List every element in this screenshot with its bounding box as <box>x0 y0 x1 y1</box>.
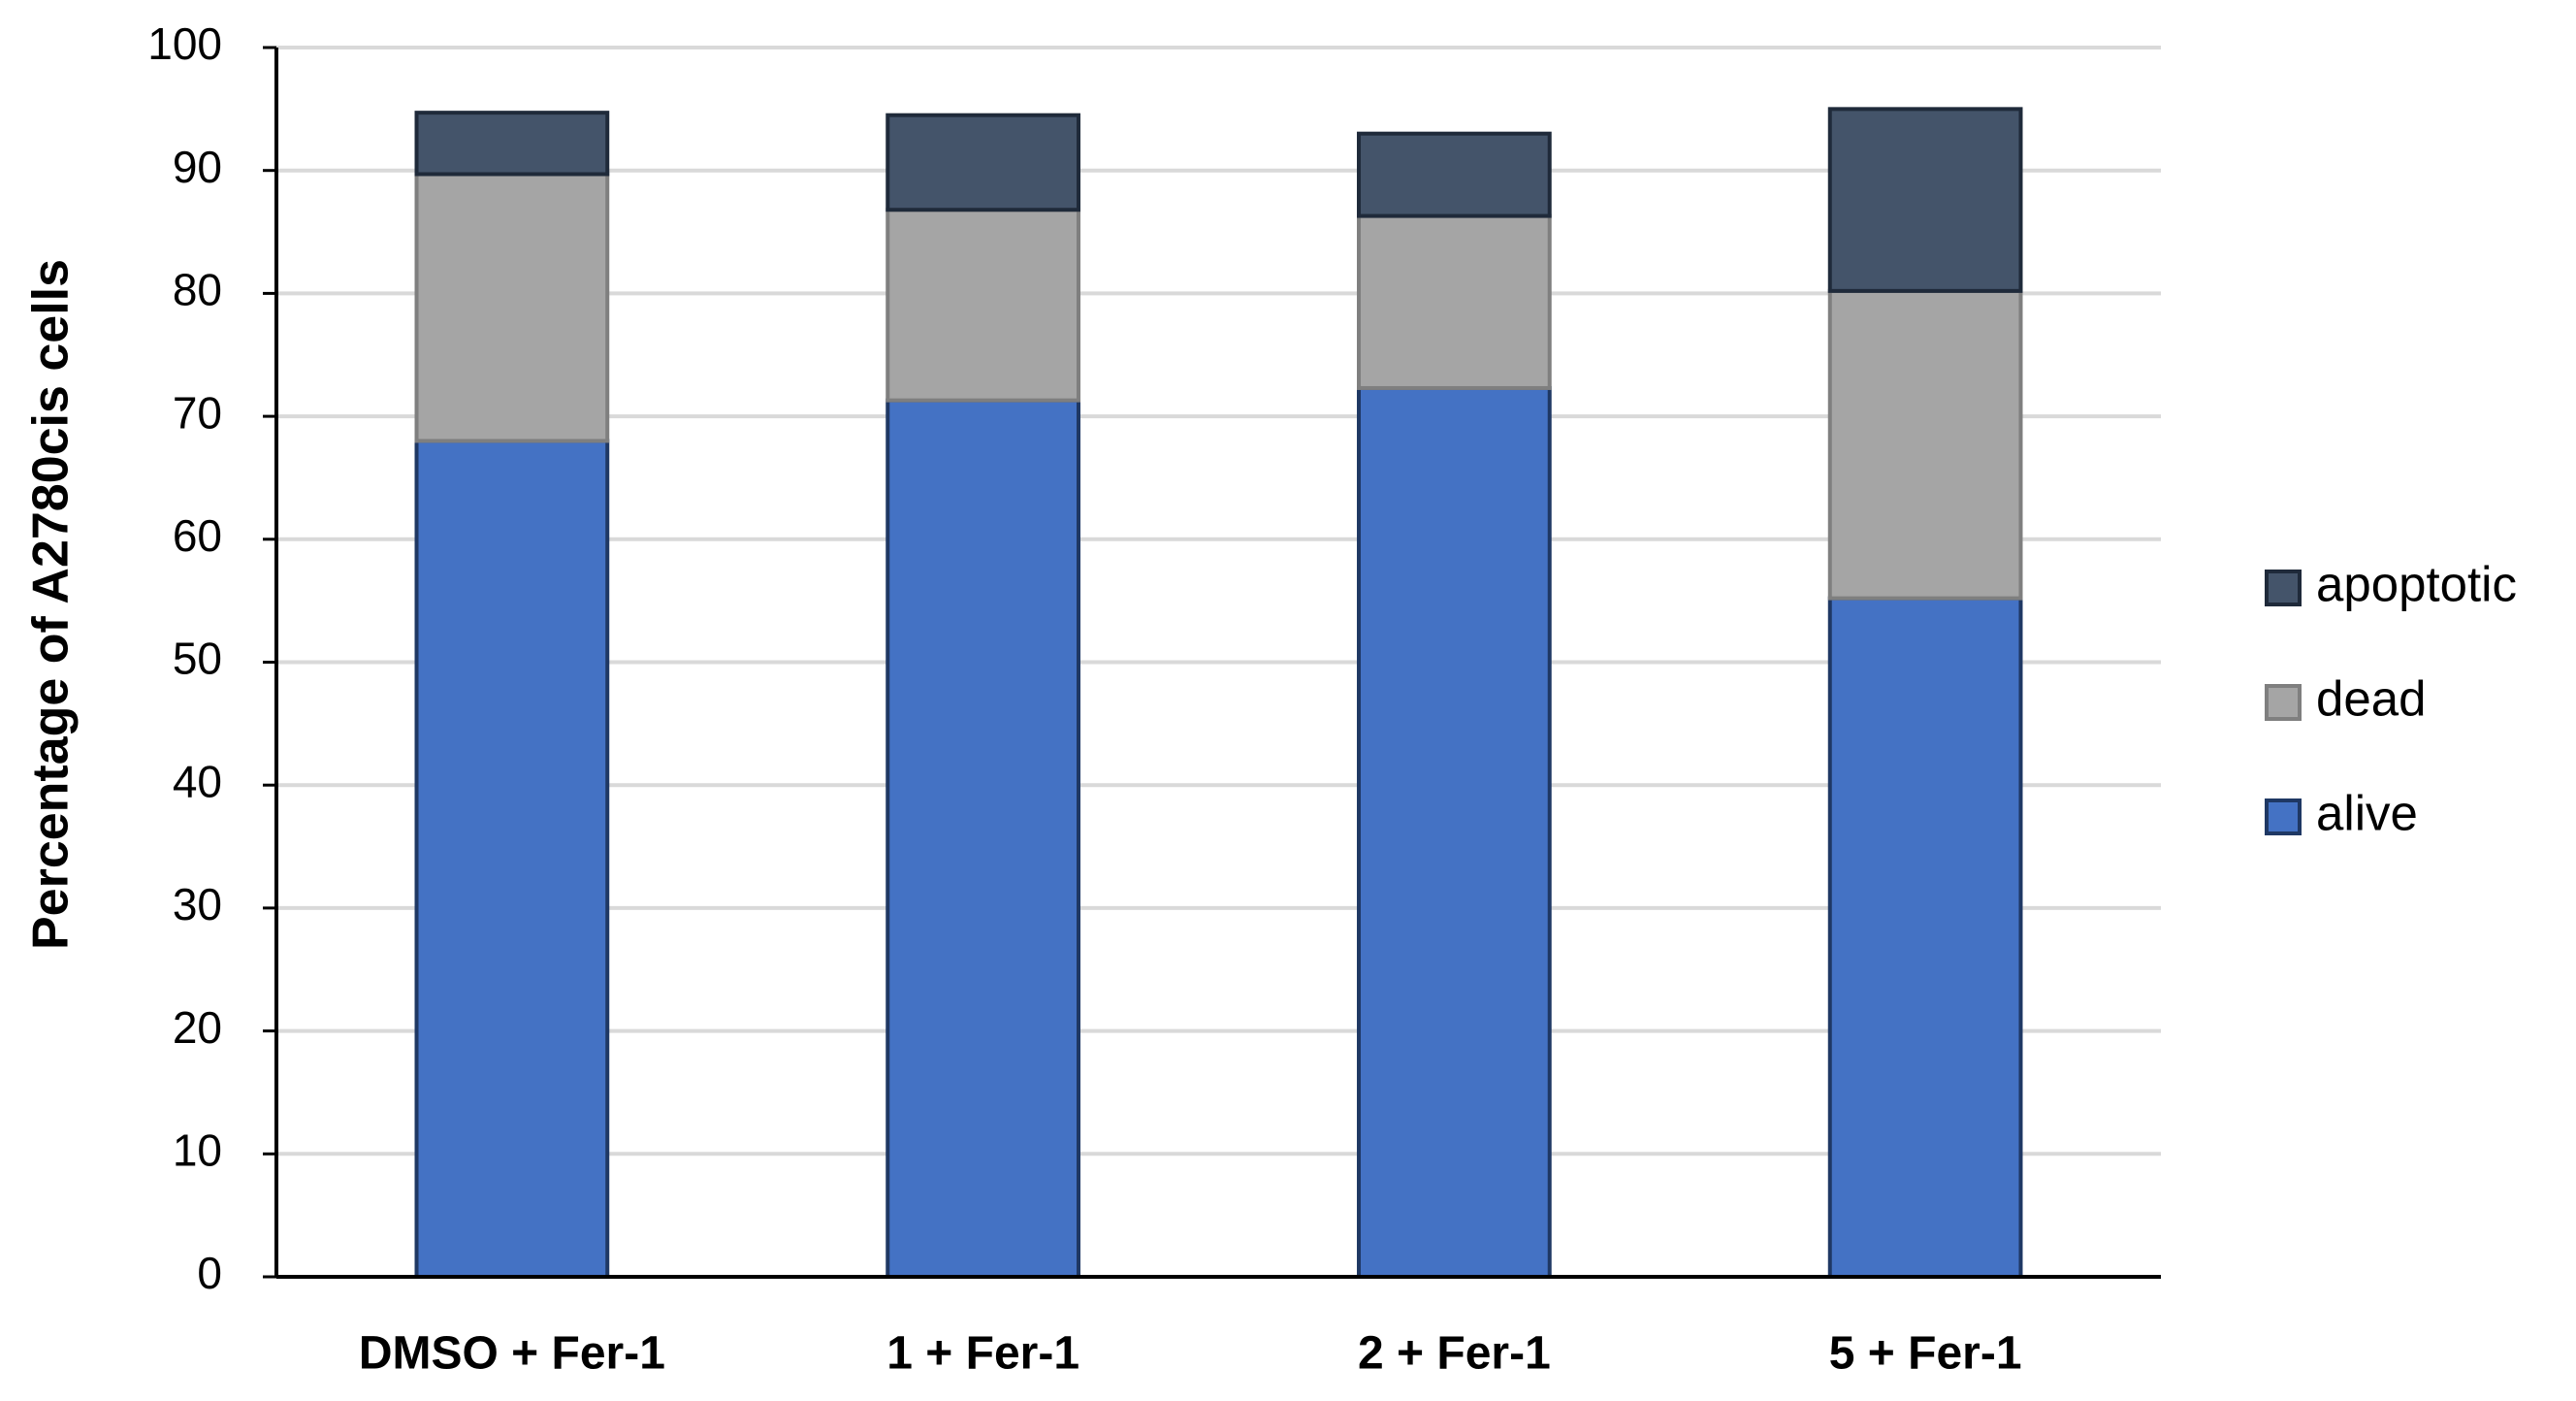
y-tick-label: 60 <box>173 510 222 561</box>
bar-segment <box>414 439 610 1279</box>
legend-label: apoptotic <box>2316 556 2517 611</box>
x-tick-label: 1 + Fer-1 <box>886 1328 1079 1380</box>
bar-segment <box>886 113 1080 212</box>
bar-segment <box>1357 213 1552 390</box>
y-tick-label: 100 <box>147 18 222 69</box>
bar-segment <box>414 172 610 443</box>
y-tick-label: 50 <box>173 634 222 684</box>
legend-swatch <box>2265 684 2302 721</box>
bar-segment <box>1357 131 1552 218</box>
legend-swatch <box>2265 798 2302 835</box>
bar-segment <box>886 398 1080 1279</box>
y-tick-label: 80 <box>173 265 222 315</box>
bar-segment <box>414 111 610 177</box>
y-tick-label: 0 <box>197 1248 222 1298</box>
y-tick-label: 90 <box>173 142 222 192</box>
legend-swatch <box>2265 570 2302 606</box>
y-tick-label: 30 <box>173 879 222 929</box>
y-tick-label: 10 <box>173 1124 222 1175</box>
y-tick-label: 20 <box>173 1002 222 1053</box>
x-tick-label: 5 + Fer-1 <box>1829 1328 2022 1380</box>
bar-segment <box>1827 288 2023 601</box>
x-tick-label: 2 + Fer-1 <box>1358 1328 1551 1380</box>
y-tick-label: 40 <box>173 756 222 806</box>
x-tick-label: DMSO + Fer-1 <box>359 1328 665 1380</box>
bar-segment <box>1827 596 2023 1279</box>
bar-segment <box>886 208 1080 403</box>
y-tick-label: 70 <box>173 387 222 438</box>
legend-label: alive <box>2316 785 2418 840</box>
bar-segment <box>1827 107 2023 293</box>
bar-segment <box>1357 385 1552 1280</box>
y-axis-title: Percentage of A2780cis cells <box>23 259 80 950</box>
legend-label: dead <box>2316 670 2426 726</box>
